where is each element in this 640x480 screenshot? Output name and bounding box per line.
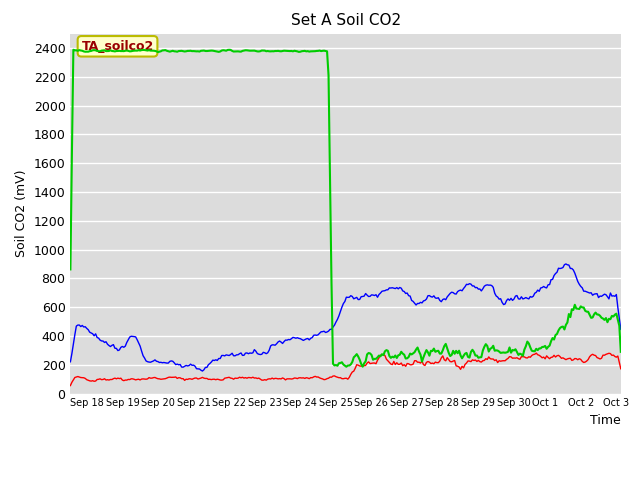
X-axis label: Time: Time <box>590 414 621 427</box>
Title: Set A Soil CO2: Set A Soil CO2 <box>291 13 401 28</box>
Y-axis label: Soil CO2 (mV): Soil CO2 (mV) <box>15 170 28 257</box>
Legend: -2cm, -8cm, -16cm: -2cm, -8cm, -16cm <box>233 479 458 480</box>
Text: TA_soilco2: TA_soilco2 <box>81 40 154 53</box>
